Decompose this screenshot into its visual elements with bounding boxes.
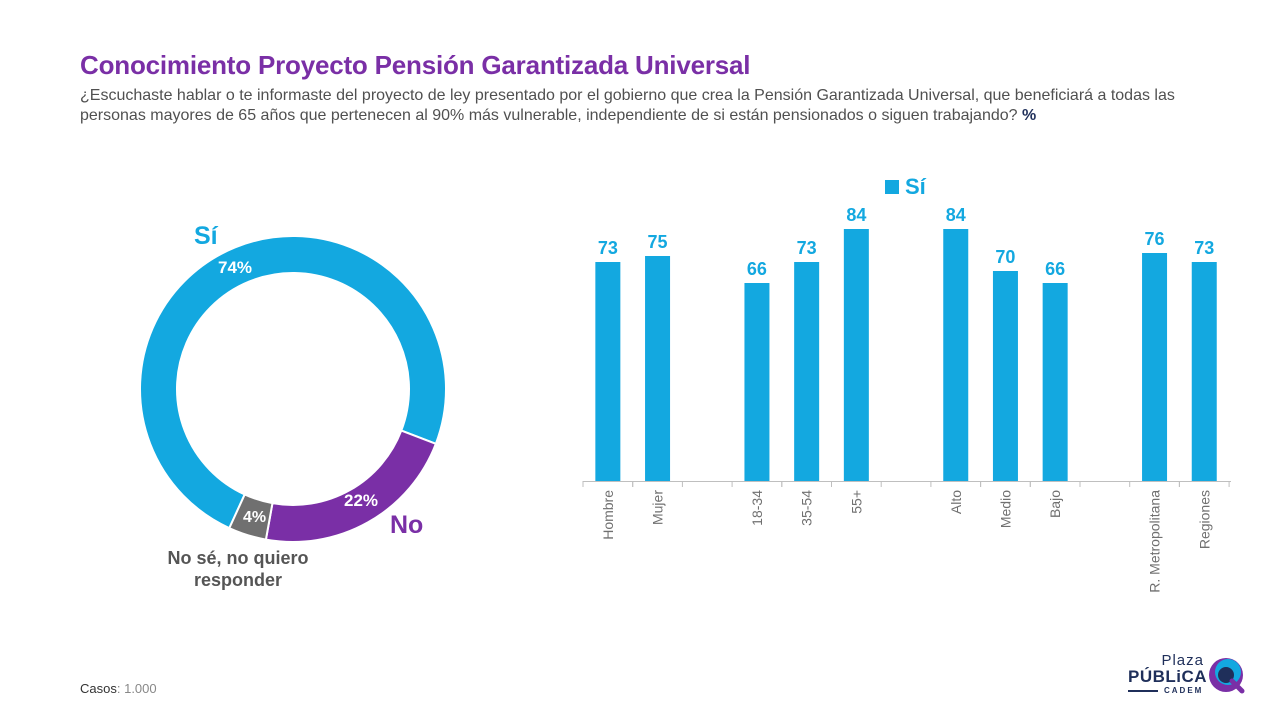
question-text: ¿Escuchaste hablar o te informaste del p… [80,86,1190,126]
bar-18-34 [744,283,770,481]
bar-r-metropolitana [1142,253,1168,481]
donut-value-no: 22% [344,491,379,510]
logo-mark-icon [1209,658,1245,694]
x-tick-label: 35-54 [799,490,815,526]
x-tick-label: 18-34 [749,490,765,526]
legend-swatch-si [885,180,899,194]
logo-text-publica: PÚBLiCA [1128,667,1208,686]
donut-label-si: Sí [194,222,218,250]
x-tick-label: Regiones [1196,490,1212,549]
cases-value: : 1.000 [116,681,157,696]
bar-value-label: 84 [846,205,866,225]
x-tick-label: Mujer [650,490,666,525]
bar-hombre [595,262,621,481]
question-body: ¿Escuchaste hablar o te informaste del p… [80,87,1175,124]
bar-value-label: 66 [747,259,767,279]
donut-value-si: 74% [218,258,253,277]
footer-cases: Casos: 1.000 [80,681,157,696]
donut-slice-unsure [227,493,274,541]
x-tick-label: R. Metropolitana [1147,490,1163,593]
logo-underline [1128,690,1158,692]
bar-regiones [1191,262,1217,481]
bar-legend: Sí [885,174,926,200]
bar-35-54 [794,262,820,481]
bar-value-label: 66 [1045,259,1065,279]
bar-alto [943,229,969,481]
logo-text-plaza: Plaza [1161,652,1204,669]
bar-value-label: 70 [995,247,1015,267]
plaza-publica-logo: Plaza PÚBLiCA CADEM [1126,652,1246,696]
unit-label: % [1022,107,1037,124]
x-tick-label: Alto [948,490,964,514]
donut-value-unsure: 4% [243,509,267,526]
x-tick-label: Medio [997,490,1013,528]
bar-mujer [645,256,671,481]
chart-title: Conocimiento Proyecto Pensión Garantizad… [80,50,751,80]
legend-label-si: Sí [905,174,926,199]
donut-label-unsure: No sé, no quiero responder [167,548,309,590]
bar-55- [843,229,869,481]
bar-value-label: 73 [598,238,618,258]
bar-medio [992,271,1018,481]
cases-label: Casos [80,681,117,696]
bar-value-label: 75 [648,232,668,252]
donut-label-no: No [390,511,424,539]
bar-value-label: 73 [797,238,817,258]
x-tick-label: Hombre [600,490,616,540]
bar-value-label: 73 [1194,238,1214,258]
bar-value-label: 84 [946,205,966,225]
bar-value-label: 76 [1145,229,1165,249]
logo-text-cadem: CADEM [1164,686,1204,695]
x-tick-label: 55+ [848,490,864,514]
bar-bajo [1042,283,1068,481]
donut-slice-si [139,235,447,530]
x-tick-label: Bajo [1047,490,1063,518]
